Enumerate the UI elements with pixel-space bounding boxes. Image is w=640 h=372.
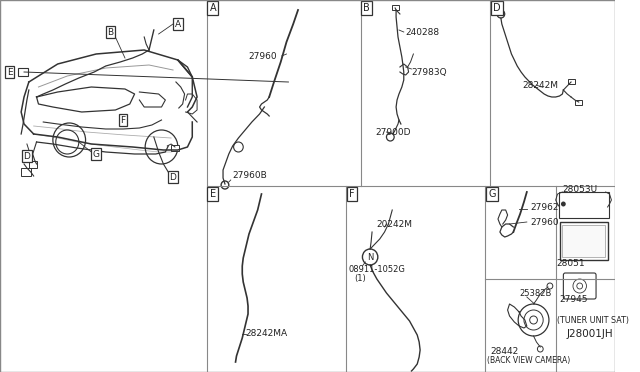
Text: A: A xyxy=(175,19,181,29)
Text: F: F xyxy=(349,189,355,199)
Text: A: A xyxy=(209,3,216,13)
FancyBboxPatch shape xyxy=(559,192,609,218)
Text: N: N xyxy=(367,253,373,262)
Text: 28053U: 28053U xyxy=(563,185,598,193)
Text: 28242M: 28242M xyxy=(522,80,558,90)
Bar xyxy=(19,68,28,76)
Text: E: E xyxy=(209,189,216,199)
Bar xyxy=(559,222,607,260)
Bar xyxy=(575,100,582,105)
Text: 28242MA: 28242MA xyxy=(245,330,287,339)
Text: G: G xyxy=(488,189,496,199)
Bar xyxy=(392,5,399,10)
Bar xyxy=(29,161,38,168)
Text: 25382B: 25382B xyxy=(519,289,552,298)
Text: 27960: 27960 xyxy=(531,218,559,227)
Text: (TUNER UNIT SAT): (TUNER UNIT SAT) xyxy=(557,315,628,324)
Text: E: E xyxy=(7,67,12,77)
Text: 28442: 28442 xyxy=(491,347,519,356)
Text: (BACK VIEW CAMERA): (BACK VIEW CAMERA) xyxy=(488,356,571,366)
Text: 27900D: 27900D xyxy=(375,128,410,137)
Text: B: B xyxy=(108,28,114,36)
FancyBboxPatch shape xyxy=(563,273,596,299)
Text: B: B xyxy=(364,3,370,13)
Text: 27983Q: 27983Q xyxy=(412,67,447,77)
Circle shape xyxy=(561,202,566,206)
Text: 240288: 240288 xyxy=(406,28,440,36)
Bar xyxy=(21,168,31,176)
Text: (1): (1) xyxy=(354,275,365,283)
Text: D: D xyxy=(24,151,30,160)
Text: J28001JH: J28001JH xyxy=(566,329,613,339)
Text: F: F xyxy=(120,115,125,125)
Text: 08911-1052G: 08911-1052G xyxy=(348,266,405,275)
Text: 20242M: 20242M xyxy=(377,219,413,228)
Text: G: G xyxy=(93,150,100,158)
Text: 27945: 27945 xyxy=(559,295,588,305)
Bar xyxy=(171,145,179,151)
Text: D: D xyxy=(170,173,177,182)
Text: D: D xyxy=(493,3,501,13)
Text: 27962: 27962 xyxy=(531,202,559,212)
Bar xyxy=(568,79,575,84)
Text: 27960B: 27960B xyxy=(233,170,268,180)
Text: 28051: 28051 xyxy=(557,259,585,267)
Text: 27960: 27960 xyxy=(248,51,277,61)
Bar xyxy=(563,225,605,257)
